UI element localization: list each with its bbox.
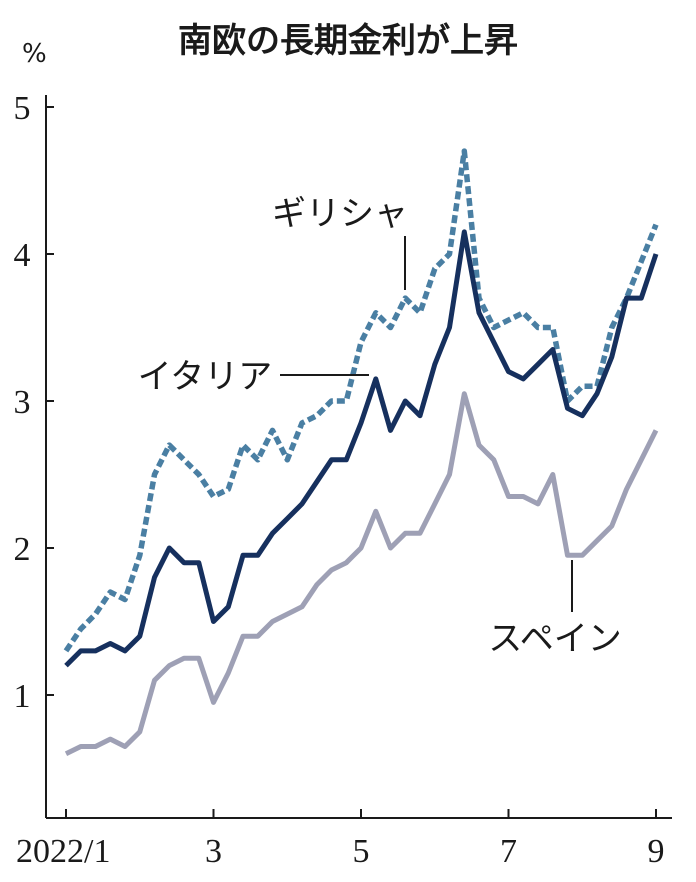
y-tick-label: 4 — [14, 237, 31, 274]
series-label-0: ギリシャ — [272, 194, 408, 234]
y-ticks: 1 2 3 4 5 — [14, 90, 54, 715]
x-tick-label: 5 — [353, 833, 370, 870]
y-tick-label: 1 — [14, 678, 31, 715]
y-tick-label: 3 — [14, 384, 31, 421]
series-line-0 — [63, 148, 659, 653]
chart-title: 南欧の長期金利が上昇 — [178, 21, 518, 61]
y-tick-label: 2 — [14, 531, 31, 568]
y-tick-label: 5 — [14, 90, 31, 127]
series-label-2: スペイン — [488, 619, 622, 659]
series-line-2 — [64, 391, 659, 757]
series-line-1 — [64, 229, 659, 668]
y-axis-unit-label: % — [22, 39, 47, 69]
axes — [45, 95, 672, 819]
x-tick-label: 9 — [648, 833, 665, 870]
x-tick-label: 3 — [205, 833, 222, 870]
x-ticks: 2022/1 3 5 7 9 — [16, 809, 665, 870]
series-label-1: イタリア — [138, 357, 273, 397]
x-tick-label: 2022/1 — [16, 833, 110, 870]
series-layer — [63, 148, 659, 757]
x-tick-label: 7 — [500, 833, 517, 870]
